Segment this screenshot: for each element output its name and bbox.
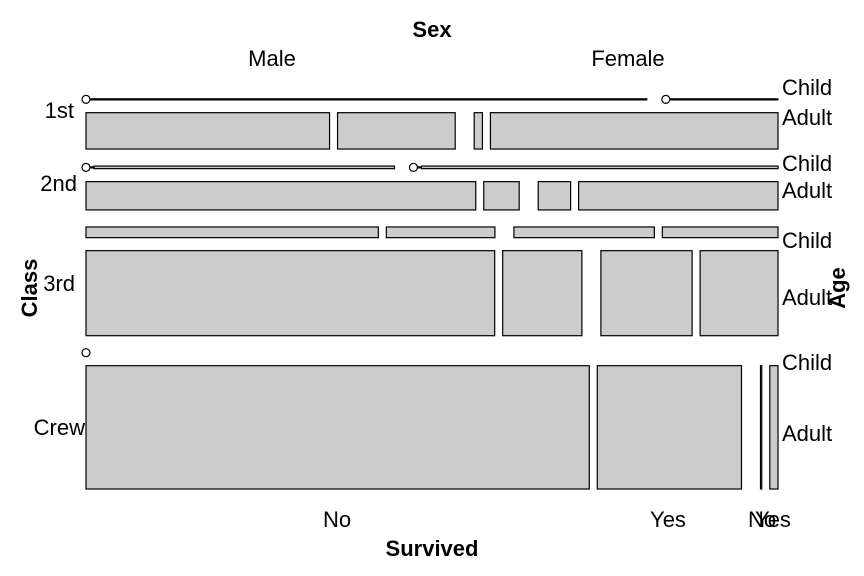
crew-adult-female-yes-tile [769, 365, 779, 490]
class-label-2nd: 2nd [40, 171, 77, 196]
2nd-adult-female-no-tile [537, 181, 572, 211]
sex-label-female: Female [591, 46, 664, 71]
crew-adult-female-no-tile [759, 365, 763, 490]
var-label-sex: Sex [412, 17, 452, 42]
3rd-child-male-no-tile [85, 226, 379, 239]
2nd-adult-female-yes-tile [577, 181, 779, 211]
1st-child-male-no-zero-dot [81, 94, 91, 104]
sex-label-male: Male [248, 46, 296, 71]
class-label-1st: 1st [45, 98, 74, 123]
survived-label-female-no: No [748, 507, 776, 532]
age-label-crew-adult: Adult [782, 421, 832, 446]
1st-adult-male-yes-tile [336, 112, 456, 150]
age-label-1st-child: Child [782, 75, 832, 100]
survived-label-male-yes: Yes [650, 507, 686, 532]
3rd-adult-male-yes-tile [502, 250, 583, 337]
1st-child-male-yes-tile [93, 98, 648, 101]
age-label-crew-child: Child [782, 350, 832, 375]
3rd-child-male-yes-tile [385, 226, 496, 239]
crew-adult-male-yes-tile [596, 365, 743, 490]
mosaic-tiles [81, 94, 779, 490]
3rd-adult-male-no-tile [85, 250, 496, 337]
var-label-age: Age [825, 267, 850, 309]
2nd-adult-male-yes-tile [483, 181, 520, 211]
survived-label-female-yes: Yes [755, 507, 791, 532]
1st-child-female-no-zero-dot [661, 94, 671, 104]
2nd-child-male-yes-tile [93, 165, 396, 170]
survived-label-male-no: No [323, 507, 351, 532]
1st-adult-female-yes-tile [489, 112, 779, 150]
var-label-class: Class [17, 259, 42, 318]
1st-adult-male-no-tile [85, 112, 331, 150]
var-label-survived: Survived [386, 536, 479, 561]
3rd-child-female-yes-tile [661, 226, 779, 239]
1st-child-female-yes-tile [673, 98, 779, 101]
2nd-child-male-no-zero-dot [81, 162, 91, 172]
2nd-child-female-no-zero-dot [408, 162, 419, 172]
crew-adult-male-no-tile [85, 365, 590, 490]
3rd-adult-female-no-tile [600, 250, 693, 337]
class-label-3rd: 3rd [43, 271, 75, 296]
crew-child-male-zero-dot [81, 348, 91, 358]
age-label-2nd-adult: Adult [782, 178, 832, 203]
3rd-adult-female-yes-tile [699, 250, 779, 337]
2nd-adult-male-no-tile [85, 181, 477, 211]
2nd-child-female-yes-tile [420, 165, 779, 170]
age-label-3rd-adult: Adult [782, 285, 832, 310]
age-label-3rd-child: Child [782, 228, 832, 253]
3rd-child-female-no-tile [513, 226, 655, 239]
1st-adult-female-no-tile [473, 112, 484, 150]
class-label-crew: Crew [34, 415, 85, 440]
age-label-1st-adult: Adult [782, 105, 832, 130]
age-label-2nd-child: Child [782, 151, 832, 176]
